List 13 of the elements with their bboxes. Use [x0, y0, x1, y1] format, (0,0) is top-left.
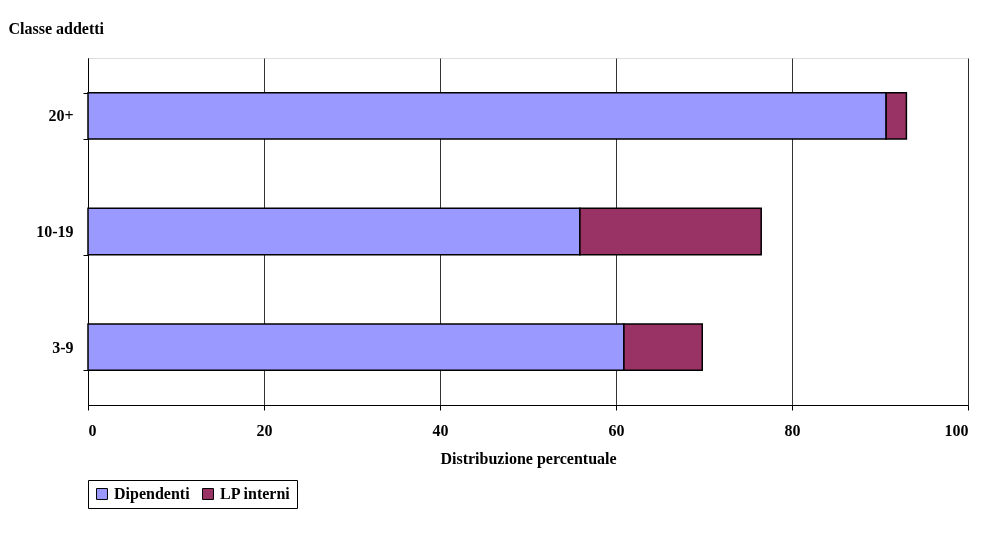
y-tick-label: 20+ [48, 107, 74, 125]
x-tick-label: 60 [608, 421, 625, 439]
y-tick-label: 3-9 [52, 338, 74, 356]
x-axis-title: Distribuzione percentuale [440, 449, 617, 468]
x-tick-label: 20 [256, 421, 273, 439]
legend-label: LP interni [220, 485, 291, 502]
x-tick-label: 0 [88, 421, 97, 439]
x-tick-label: 100 [944, 421, 969, 439]
y-axis-title: Classe addetti [8, 19, 105, 37]
x-tick-label: 40 [432, 421, 449, 439]
legend-label: Dipendenti [114, 485, 191, 503]
y-tick-label: 10-19 [36, 223, 74, 240]
x-tick-label: 80 [784, 421, 801, 439]
